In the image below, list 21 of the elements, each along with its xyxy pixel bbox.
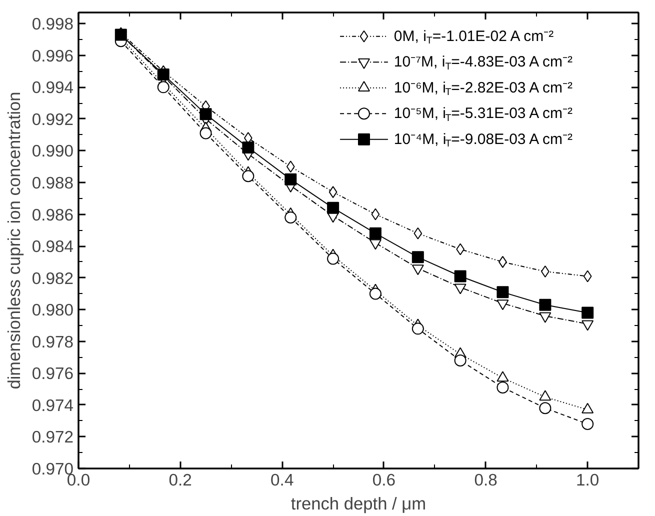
y-tick-label: 0.974 <box>32 396 74 415</box>
x-tick-label: 0.8 <box>474 470 498 490</box>
y-tick-label: 0.998 <box>32 14 74 34</box>
y-tick-label: 0.986 <box>32 205 74 224</box>
y-tick-label: 0.980 <box>32 300 74 320</box>
x-tick-label: 1.0 <box>576 470 600 490</box>
y-tick-label: 0.982 <box>32 268 74 288</box>
y-axis-title: dimensionless cupric ion concentration <box>4 92 24 390</box>
y-tick-label: 0.976 <box>32 364 74 384</box>
y-tick-label: 0.972 <box>32 428 74 447</box>
x-tick-label: 0.2 <box>168 470 192 490</box>
y-tick-label: 0.978 <box>32 332 74 352</box>
x-axis-title: trench depth / μm <box>290 494 426 514</box>
y-tick-label: 0.992 <box>32 110 74 129</box>
x-tick-label: 0.6 <box>372 470 396 490</box>
y-tick-label: 0.996 <box>32 46 74 66</box>
x-tick-label: 0.4 <box>270 470 294 490</box>
y-tick-label: 0.990 <box>32 142 74 161</box>
y-tick-label: 0.984 <box>32 237 74 256</box>
y-tick-label: 0.994 <box>32 78 74 98</box>
y-tick-label: 0.988 <box>32 174 74 193</box>
